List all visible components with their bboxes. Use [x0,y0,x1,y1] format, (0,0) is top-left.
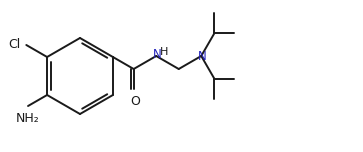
Text: H: H [160,47,168,57]
Text: N: N [198,50,207,62]
Text: O: O [130,95,140,108]
Text: Cl: Cl [8,38,20,52]
Text: N: N [153,48,162,62]
Text: NH₂: NH₂ [16,112,40,125]
